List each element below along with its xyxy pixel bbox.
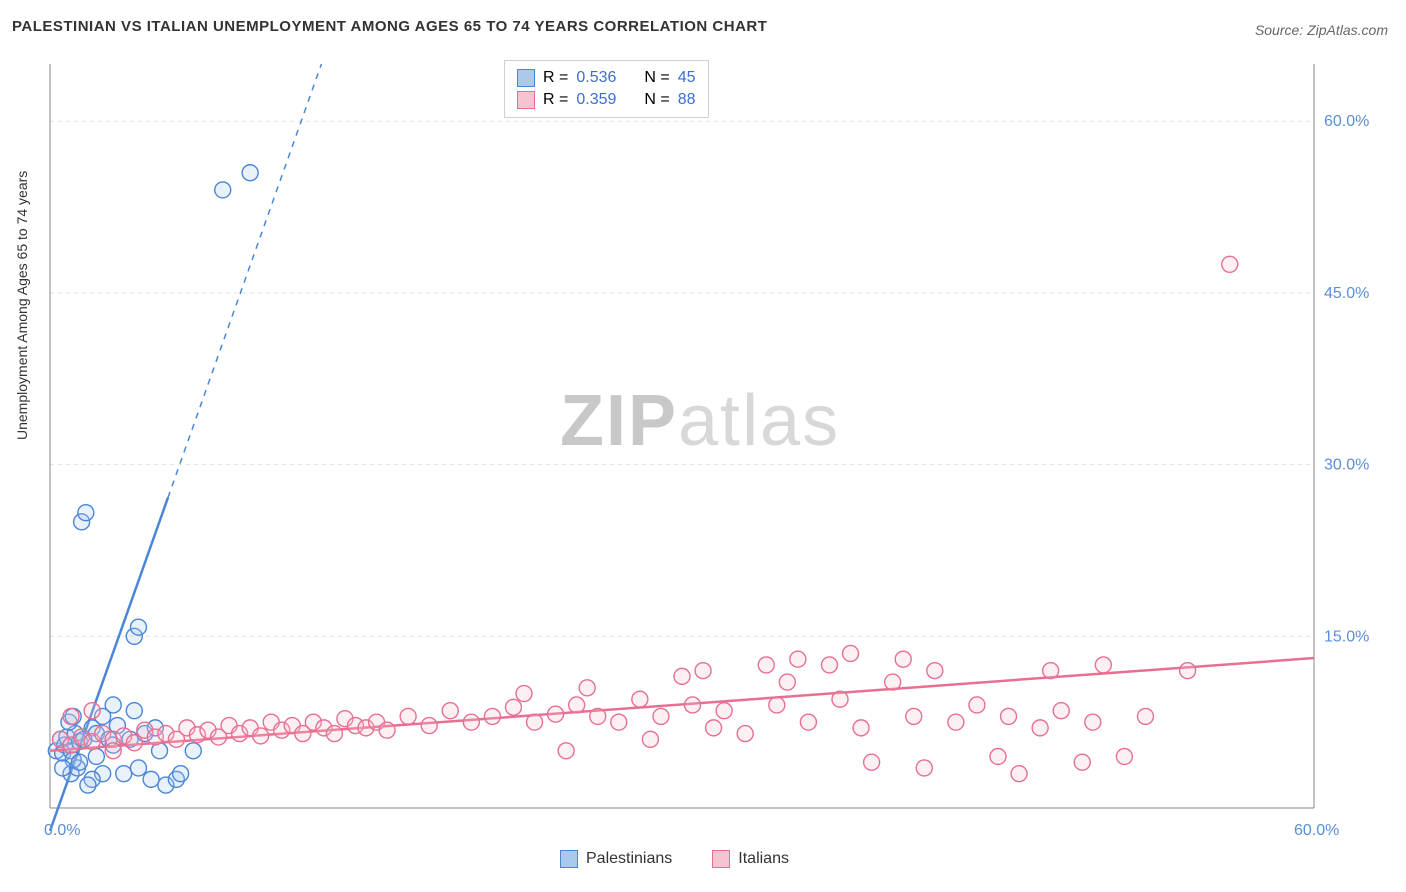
legend-n-label: N = [644,69,669,87]
svg-text:45.0%: 45.0% [1324,285,1369,302]
legend-item-0: Palestinians [560,850,672,868]
legend-r-label: R = [543,91,568,109]
legend-bottom-swatch-0 [560,850,578,868]
legend-stats-row-1: R = 0.359 N = 88 [517,89,696,111]
legend-series-label-1: Italians [738,850,789,868]
legend-stats-row-0: R = 0.536 N = 45 [517,67,696,89]
scatter-plot: 15.0% 30.0% 45.0% 60.0% [44,58,1374,838]
legend-r-value-1: 0.359 [576,91,616,109]
legend-series: Palestinians Italians [560,850,789,868]
legend-r-value-0: 0.536 [576,69,616,87]
chart-container: PALESTINIAN VS ITALIAN UNEMPLOYMENT AMON… [0,0,1406,892]
x-origin-label: 0.0% [44,822,80,840]
legend-item-1: Italians [712,850,789,868]
legend-bottom-swatch-1 [712,850,730,868]
svg-text:60.0%: 60.0% [1324,113,1369,130]
svg-text:15.0%: 15.0% [1324,628,1369,645]
legend-stats-box: R = 0.536 N = 45 R = 0.359 N = 88 [504,60,709,118]
legend-swatch-0 [517,69,535,87]
legend-n-value-1: 88 [678,91,696,109]
legend-n-label: N = [644,91,669,109]
chart-title: PALESTINIAN VS ITALIAN UNEMPLOYMENT AMON… [12,18,767,35]
legend-series-label-0: Palestinians [586,850,672,868]
svg-text:30.0%: 30.0% [1324,457,1369,474]
legend-swatch-1 [517,91,535,109]
source-label: Source: ZipAtlas.com [1255,22,1388,38]
legend-n-value-0: 45 [678,69,696,87]
y-axis-label: Unemployment Among Ages 65 to 74 years [14,171,30,440]
x-max-label: 60.0% [1294,822,1339,840]
legend-r-label: R = [543,69,568,87]
